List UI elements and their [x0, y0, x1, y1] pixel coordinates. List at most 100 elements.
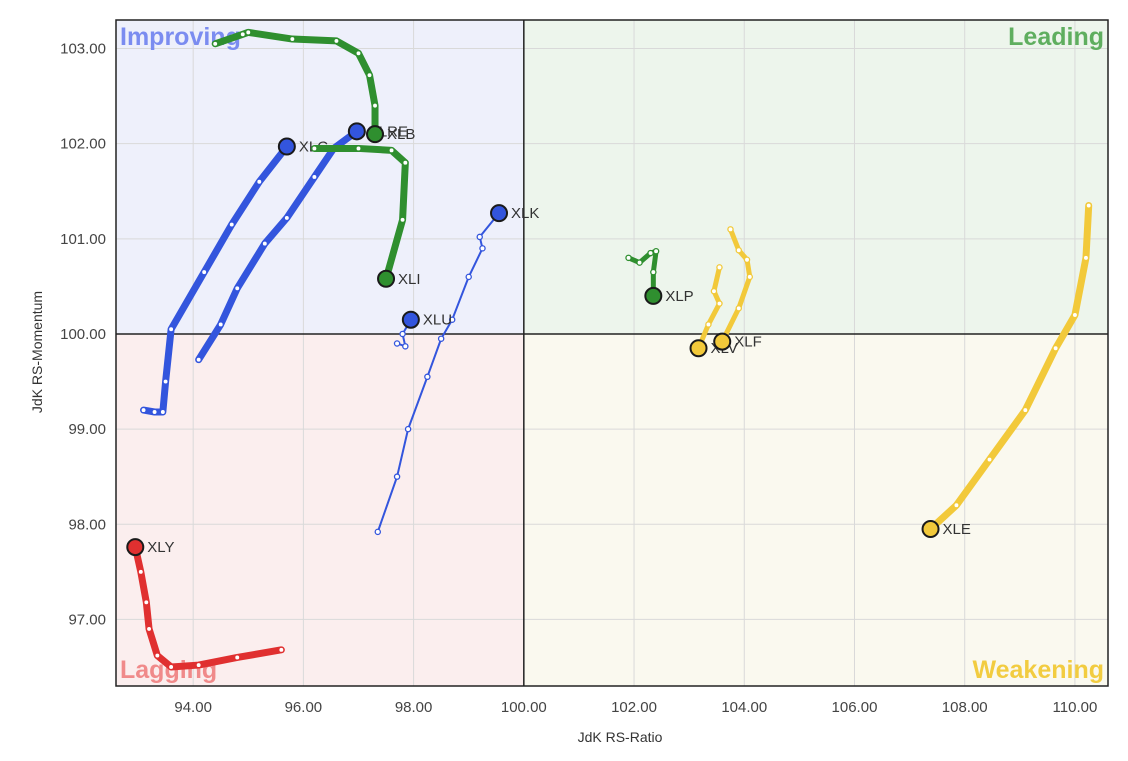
series-point — [953, 501, 960, 509]
x-tick-label: 108.00 — [942, 699, 988, 716]
series-point — [200, 268, 208, 276]
series-point — [228, 221, 235, 228]
series-point — [283, 214, 291, 222]
series-line — [376, 212, 501, 533]
series-point — [137, 568, 145, 576]
series-point — [636, 259, 643, 266]
series-point — [625, 254, 632, 262]
series-point — [1071, 311, 1079, 319]
series-point — [479, 245, 486, 252]
x-tick-label: 94.00 — [174, 699, 212, 716]
y-axis-title: JdK RS-Momentum — [29, 291, 45, 413]
series-point — [167, 663, 175, 671]
tick-labels: 94.00 96.00 98.00 100.00 102.00 104.00 106.00 1… — [60, 41, 1097, 716]
series-point — [233, 285, 241, 292]
series-point — [735, 246, 743, 254]
x-axis-title: JdK RS-Ratio — [578, 729, 663, 745]
series-point — [476, 233, 483, 241]
series-point — [371, 102, 379, 109]
quadrant-label-leading: Leading — [1008, 23, 1104, 51]
series-point — [735, 305, 743, 312]
quadrant-labels: Improving Leading Lagging Weakening — [120, 23, 1104, 684]
series-line — [195, 127, 361, 364]
series-point — [311, 173, 318, 181]
series-point — [399, 330, 406, 338]
series-point — [716, 300, 723, 307]
quadrant-lagging — [116, 333, 524, 686]
series-point — [986, 456, 993, 463]
series-point — [195, 661, 202, 669]
series-point — [151, 408, 158, 416]
y-tick-label: 101.00 — [60, 231, 106, 248]
series-point — [727, 226, 734, 233]
series-label: XLY — [147, 539, 174, 556]
series-head-point — [689, 339, 708, 358]
series-point — [393, 340, 401, 347]
series-point — [465, 273, 472, 281]
series-point — [289, 35, 296, 43]
series-point — [404, 425, 412, 433]
series-line — [927, 202, 1093, 533]
y-tick-label: 100.00 — [60, 326, 106, 343]
quadrant-leading — [523, 20, 1108, 334]
series-point — [388, 147, 395, 154]
plot-frame — [115, 19, 1109, 687]
series-head-point — [277, 137, 296, 156]
series-trails: XLCXLREXLKXLUXLYXLBXLIXLPXLEXLVXLF — [126, 28, 1093, 671]
x-tick-label: 98.00 — [395, 699, 433, 716]
series-point — [705, 321, 712, 328]
x-tick-label: 106.00 — [832, 699, 878, 716]
series-label: XLP — [665, 288, 693, 305]
x-tick-label: 102.00 — [611, 699, 657, 716]
series-point — [746, 273, 754, 281]
series-head-point — [366, 125, 385, 144]
series-label: XLK — [511, 205, 539, 222]
center-axes — [115, 19, 1109, 687]
series-point — [333, 37, 340, 45]
series-point — [355, 145, 362, 152]
series-xly: XLY — [126, 538, 285, 671]
series-xlu: XLU — [393, 310, 452, 350]
series-head-point — [713, 332, 732, 351]
x-tick-label: 110.00 — [1053, 699, 1098, 716]
series-point — [650, 268, 657, 276]
series-point — [716, 264, 723, 271]
y-tick-label: 97.00 — [68, 611, 106, 628]
series-point — [647, 249, 654, 257]
series-point — [217, 321, 224, 328]
series-label: XLU — [423, 312, 452, 329]
series-head-point — [490, 204, 509, 223]
series-point — [261, 240, 269, 247]
series-point — [355, 50, 362, 57]
series-point — [162, 378, 169, 385]
series-point — [402, 343, 409, 350]
series-label: XLE — [943, 521, 971, 538]
series-xlp: XLP — [625, 247, 694, 305]
series-point — [239, 31, 247, 38]
series-label: XLI — [398, 271, 421, 288]
x-tick-label: 104.00 — [721, 699, 767, 716]
series-point — [143, 599, 150, 606]
y-tick-label: 98.00 — [68, 516, 106, 533]
series-xlb: XLB — [211, 28, 415, 144]
series-head-point — [126, 538, 145, 557]
series-point — [437, 335, 445, 342]
series-point — [1022, 406, 1029, 414]
y-tick-label: 103.00 — [60, 41, 106, 58]
series-xli: XLI — [310, 144, 421, 288]
series-head-point — [644, 286, 663, 305]
series-xle: XLE — [921, 202, 1093, 539]
y-tick-label: 99.00 — [68, 421, 106, 438]
x-tick-label: 100.00 — [501, 699, 547, 716]
quadrant-label-weakening: Weakening — [972, 656, 1104, 684]
series-point — [278, 646, 285, 654]
series-point — [710, 287, 718, 295]
x-tick-label: 96.00 — [285, 699, 323, 716]
quadrant-improving — [116, 20, 524, 334]
series-point — [424, 373, 431, 381]
series-point — [374, 528, 382, 536]
series-label: XLF — [734, 334, 762, 351]
series-point — [393, 473, 401, 480]
series-point — [256, 178, 263, 185]
